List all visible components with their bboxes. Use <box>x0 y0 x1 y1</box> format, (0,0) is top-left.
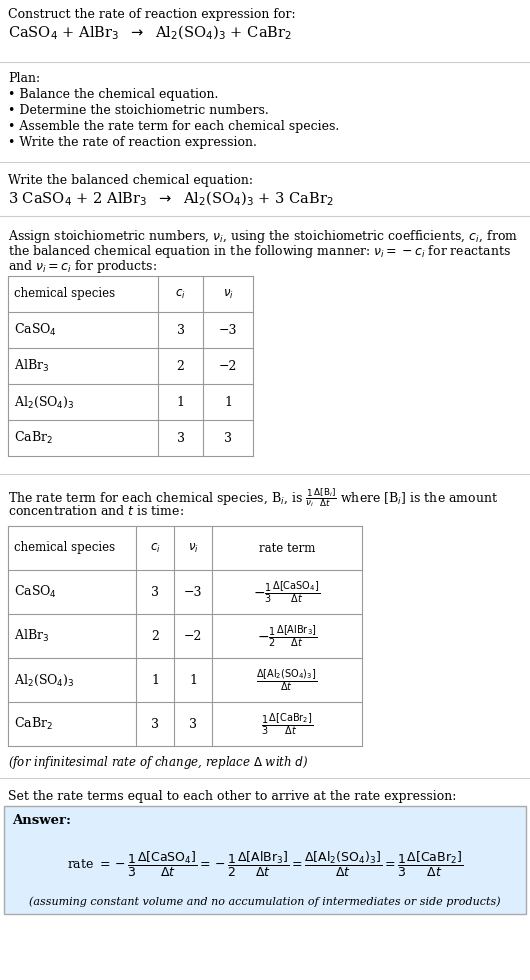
Text: −3: −3 <box>184 585 202 599</box>
Text: $c_i$: $c_i$ <box>175 287 186 301</box>
Text: 3: 3 <box>176 323 184 336</box>
Text: $c_i$: $c_i$ <box>149 541 161 555</box>
Text: The rate term for each chemical species, B$_i$, is $\frac{1}{\nu_i}\frac{\Delta[: The rate term for each chemical species,… <box>8 486 498 509</box>
Text: $-\frac{1}{3}\frac{\Delta[\mathrm{CaSO_4}]}{\Delta t}$: $-\frac{1}{3}\frac{\Delta[\mathrm{CaSO_4… <box>253 579 321 605</box>
Text: Set the rate terms equal to each other to arrive at the rate expression:: Set the rate terms equal to each other t… <box>8 790 456 803</box>
Text: Answer:: Answer: <box>12 814 71 827</box>
Text: 1: 1 <box>189 673 197 687</box>
Text: CaSO$_4$: CaSO$_4$ <box>14 322 57 338</box>
Text: • Assemble the rate term for each chemical species.: • Assemble the rate term for each chemic… <box>8 120 339 133</box>
Text: Write the balanced chemical equation:: Write the balanced chemical equation: <box>8 174 253 187</box>
Text: CaSO$_4$ + AlBr$_3$  $\rightarrow$  Al$_2$(SO$_4$)$_3$ + CaBr$_2$: CaSO$_4$ + AlBr$_3$ $\rightarrow$ Al$_2$… <box>8 24 292 42</box>
Text: CaBr$_2$: CaBr$_2$ <box>14 430 53 446</box>
Text: Assign stoichiometric numbers, $\nu_i$, using the stoichiometric coefficients, $: Assign stoichiometric numbers, $\nu_i$, … <box>8 228 518 245</box>
Text: 3: 3 <box>151 585 159 599</box>
Text: concentration and $t$ is time:: concentration and $t$ is time: <box>8 504 184 518</box>
Text: chemical species: chemical species <box>14 287 115 301</box>
Text: $\frac{\Delta[\mathrm{Al_2(SO_4)_3}]}{\Delta t}$: $\frac{\Delta[\mathrm{Al_2(SO_4)_3}]}{\D… <box>257 667 317 693</box>
Text: 3: 3 <box>189 717 197 730</box>
Text: and $\nu_i = c_i$ for products:: and $\nu_i = c_i$ for products: <box>8 258 157 275</box>
Text: 2: 2 <box>151 629 159 643</box>
Text: Construct the rate of reaction expression for:: Construct the rate of reaction expressio… <box>8 8 296 21</box>
Text: • Balance the chemical equation.: • Balance the chemical equation. <box>8 88 218 101</box>
Text: 2: 2 <box>176 360 184 372</box>
Text: chemical species: chemical species <box>14 542 115 555</box>
Text: 3: 3 <box>176 431 184 445</box>
Bar <box>4 806 526 914</box>
Text: 1: 1 <box>151 673 159 687</box>
Text: −2: −2 <box>184 629 202 643</box>
Text: rate term: rate term <box>259 542 315 555</box>
Text: Al$_2$(SO$_4$)$_3$: Al$_2$(SO$_4$)$_3$ <box>14 672 75 688</box>
Text: • Determine the stoichiometric numbers.: • Determine the stoichiometric numbers. <box>8 104 269 117</box>
Text: • Write the rate of reaction expression.: • Write the rate of reaction expression. <box>8 136 257 149</box>
Text: −3: −3 <box>219 323 237 336</box>
Text: $\nu_i$: $\nu_i$ <box>188 541 198 555</box>
Text: Al$_2$(SO$_4$)$_3$: Al$_2$(SO$_4$)$_3$ <box>14 394 75 410</box>
Text: 3 CaSO$_4$ + 2 AlBr$_3$  $\rightarrow$  Al$_2$(SO$_4$)$_3$ + 3 CaBr$_2$: 3 CaSO$_4$ + 2 AlBr$_3$ $\rightarrow$ Al… <box>8 190 334 209</box>
Text: AlBr$_3$: AlBr$_3$ <box>14 358 49 374</box>
Text: $\nu_i$: $\nu_i$ <box>223 287 233 301</box>
Text: CaBr$_2$: CaBr$_2$ <box>14 716 53 732</box>
Text: 1: 1 <box>224 396 232 409</box>
Text: CaSO$_4$: CaSO$_4$ <box>14 584 57 600</box>
Text: $\frac{1}{3}\frac{\Delta[\mathrm{CaBr_2}]}{\Delta t}$: $\frac{1}{3}\frac{\Delta[\mathrm{CaBr_2}… <box>261 711 313 737</box>
Text: 3: 3 <box>224 431 232 445</box>
Text: $-\frac{1}{2}\frac{\Delta[\mathrm{AlBr_3}]}{\Delta t}$: $-\frac{1}{2}\frac{\Delta[\mathrm{AlBr_3… <box>257 623 317 649</box>
Text: −2: −2 <box>219 360 237 372</box>
Text: 3: 3 <box>151 717 159 730</box>
Text: rate $= -\dfrac{1}{3}\dfrac{\Delta[\mathrm{CaSO_4}]}{\Delta t} = -\dfrac{1}{2}\d: rate $= -\dfrac{1}{3}\dfrac{\Delta[\math… <box>67 850 463 878</box>
Text: 1: 1 <box>176 396 184 409</box>
Text: (for infinitesimal rate of change, replace $\Delta$ with $d$): (for infinitesimal rate of change, repla… <box>8 754 308 771</box>
Text: (assuming constant volume and no accumulation of intermediates or side products): (assuming constant volume and no accumul… <box>29 896 501 906</box>
Text: the balanced chemical equation in the following manner: $\nu_i = -c_i$ for react: the balanced chemical equation in the fo… <box>8 243 511 260</box>
Text: AlBr$_3$: AlBr$_3$ <box>14 628 49 644</box>
Text: Plan:: Plan: <box>8 72 40 85</box>
